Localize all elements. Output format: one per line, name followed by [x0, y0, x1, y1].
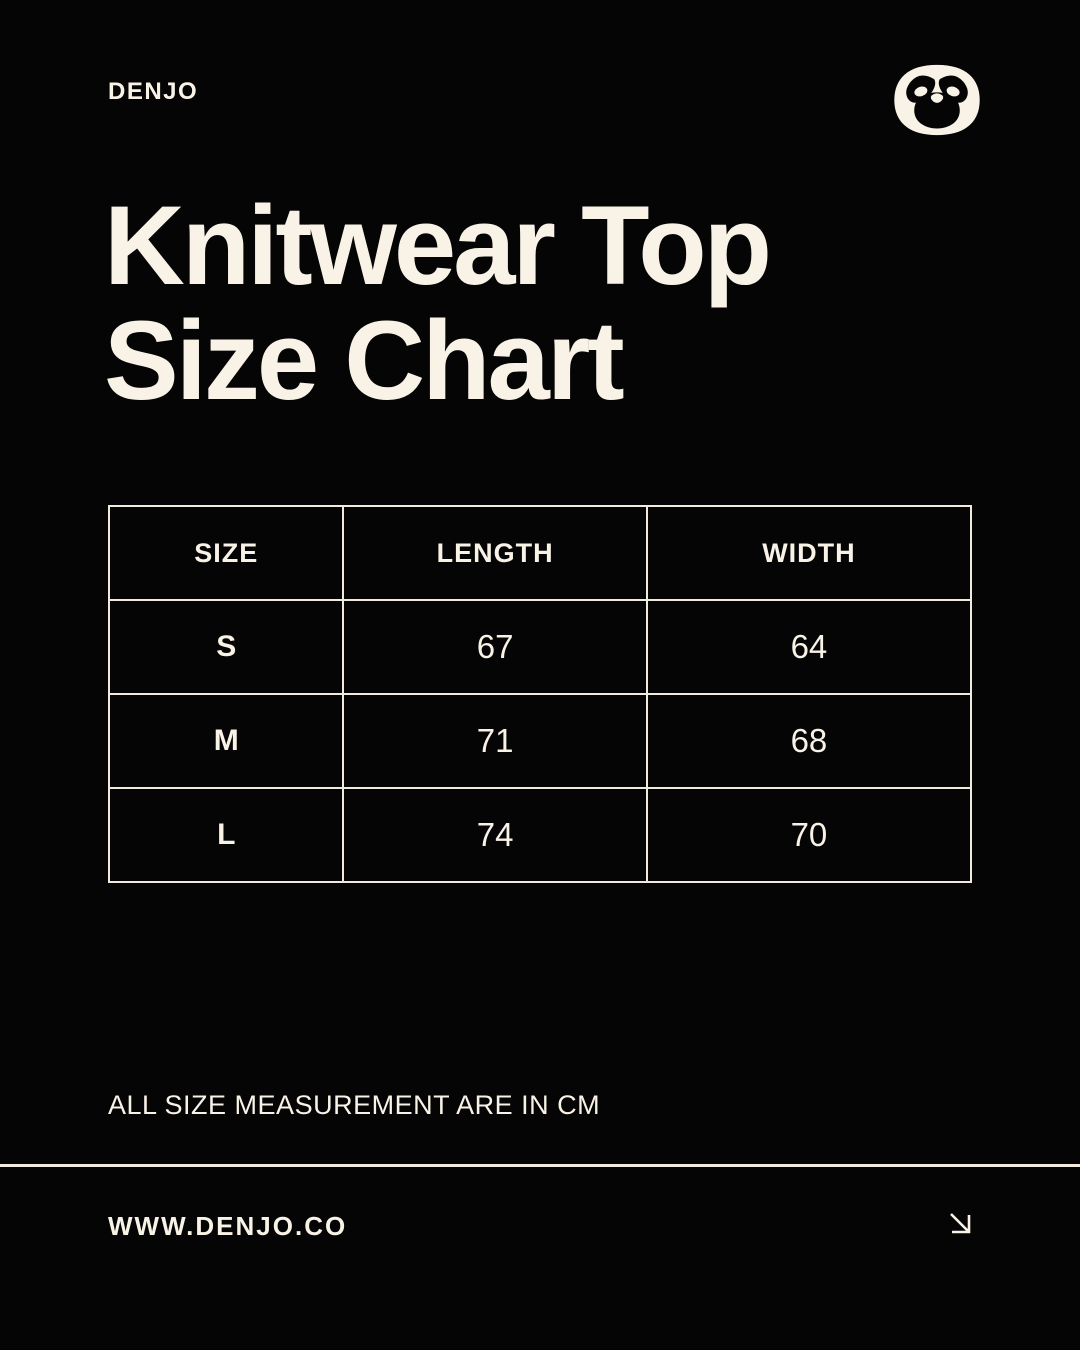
length-cell: 71 [342, 693, 648, 789]
page-title-line-1: Knitwear Top [104, 183, 772, 308]
brand-logo-text: DENJO [108, 78, 199, 105]
website-url: WWW.DENJO.CO [108, 1211, 348, 1241]
table-header-row: SIZE LENGTH WIDTH [107, 505, 973, 601]
sloth-icon [894, 64, 980, 136]
length-cell: 74 [342, 787, 648, 883]
column-header-size: SIZE [107, 505, 345, 601]
page-title-line-2: Size Chart [104, 298, 625, 423]
column-header-width: WIDTH [645, 505, 973, 601]
table-row-s: S 67 64 [107, 599, 973, 695]
size-cell: S [107, 599, 345, 695]
length-cell: 67 [342, 599, 648, 695]
page-title: Knitwear Top Size Chart [104, 183, 772, 423]
size-cell: M [107, 693, 345, 789]
measurement-note: ALL SIZE MEASUREMENT ARE IN CM [108, 1090, 601, 1120]
width-cell: 68 [645, 693, 973, 789]
column-header-length: LENGTH [342, 505, 648, 601]
table-row-l: L 74 70 [107, 787, 973, 883]
arrow-down-right-icon [950, 1213, 971, 1234]
size-table: SIZE LENGTH WIDTH S 67 64 M 71 68 L 74 7… [107, 505, 973, 883]
table-row-m: M 71 68 [107, 693, 973, 789]
width-cell: 70 [645, 787, 973, 883]
width-cell: 64 [645, 599, 973, 695]
footer-divider [0, 1164, 1080, 1167]
size-cell: L [107, 787, 345, 883]
